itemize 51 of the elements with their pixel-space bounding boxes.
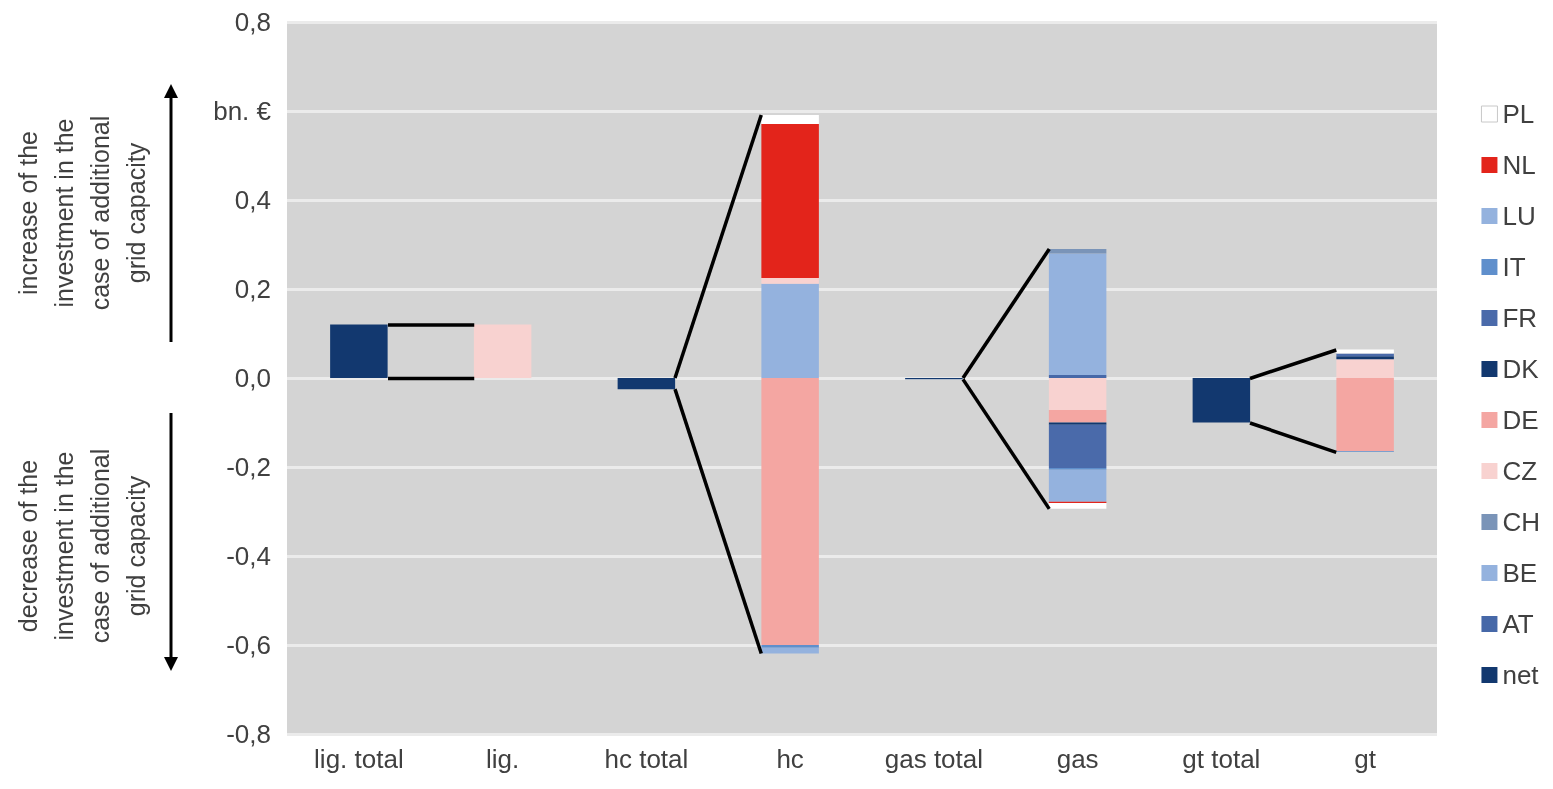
x-tick-label: lig. <box>486 744 520 774</box>
bar <box>1336 359 1394 378</box>
y-tick-label: 0,4 <box>234 185 271 215</box>
bar <box>1048 253 1107 375</box>
bar <box>1192 378 1251 423</box>
legend-label: net <box>1502 660 1540 690</box>
bar <box>1336 349 1394 354</box>
bar <box>1048 469 1107 502</box>
legend-label: NL <box>1502 150 1536 180</box>
bar <box>1048 410 1107 423</box>
x-tick-label: gas total <box>884 744 984 774</box>
bar <box>761 123 819 278</box>
bar <box>617 378 676 390</box>
y-tick-label: 0,0 <box>234 363 271 393</box>
legend-label: DK <box>1502 354 1540 384</box>
legend-label: LU <box>1502 201 1536 231</box>
bar <box>761 283 819 378</box>
legend-label: AT <box>1502 609 1534 639</box>
legend-label: IT <box>1502 252 1526 282</box>
x-tick-label: gt <box>1354 744 1377 774</box>
bar <box>1048 374 1107 378</box>
legend-label: DE <box>1502 405 1539 435</box>
bar <box>1336 378 1394 451</box>
text: increase of the investment in the case of additional grid capacity <box>13 114 151 313</box>
x-tick-label: gas <box>1056 744 1099 774</box>
bar <box>761 277 819 284</box>
y-tick-label: -0,2 <box>226 452 271 482</box>
x-tick-label: gt total <box>1182 744 1261 774</box>
bar <box>761 115 819 124</box>
bar <box>1048 503 1107 509</box>
legend-label: CH <box>1502 507 1541 537</box>
bar <box>1048 378 1107 411</box>
x-tick-label: lig. total <box>314 744 404 774</box>
bar <box>761 645 819 648</box>
y-tick-label: bn. € <box>213 96 272 126</box>
bar <box>330 324 388 378</box>
y-tick-label: 0,8 <box>234 7 271 37</box>
bar <box>1048 424 1107 468</box>
legend-label: CZ <box>1502 456 1538 486</box>
y-tick-label: -0,4 <box>226 541 271 571</box>
legend-label: PL <box>1502 99 1535 129</box>
bar <box>761 378 819 645</box>
legend-label: BE <box>1502 558 1538 588</box>
y-tick-label: -0,6 <box>226 630 271 660</box>
legend-label: FR <box>1502 303 1538 333</box>
x-tick-label: hc total <box>604 744 689 774</box>
text: decrease of the investment in the case of additional grid capacity <box>13 447 151 646</box>
y-tick-label: 0,2 <box>234 274 271 304</box>
y-tick-label: -0,8 <box>226 719 271 749</box>
bar <box>473 324 532 378</box>
x-tick-label: hc <box>776 744 804 774</box>
